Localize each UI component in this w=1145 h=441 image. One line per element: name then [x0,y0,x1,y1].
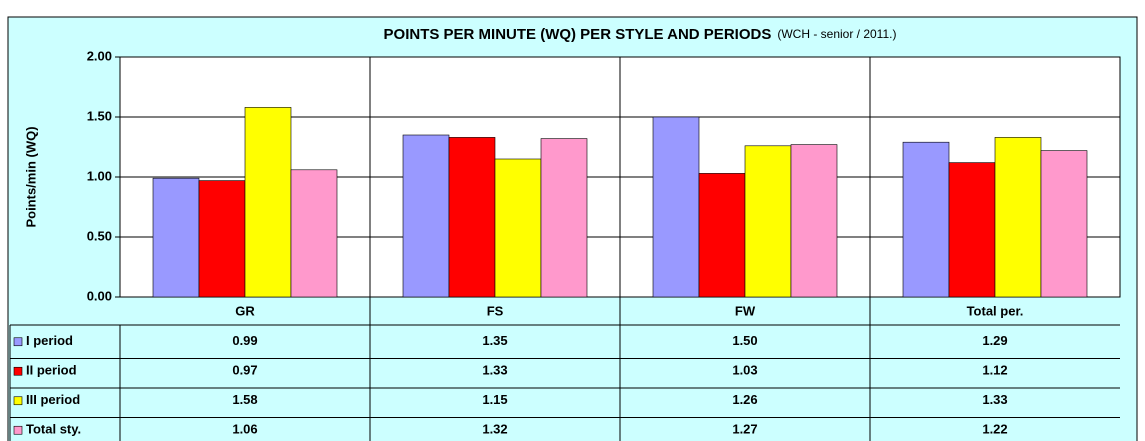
data-label: 0.97 [232,363,257,378]
bar [948,162,996,298]
data-label: 1.26 [732,392,757,407]
bar [448,137,496,298]
x-tick-label: GR [235,303,255,318]
data-label: 1.33 [982,392,1007,407]
bar [290,169,338,298]
data-label: 1.29 [982,333,1007,348]
y-tick-label: 1.50 [87,108,112,123]
chart-title: POINTS PER MINUTE (WQ) PER STYLE AND PER… [384,26,772,43]
x-tick-label: FS [487,303,504,318]
bar [652,116,700,298]
legend-key [13,337,23,347]
legend-key [13,366,23,376]
y-tick-label: 2.00 [87,48,112,63]
bar [902,141,950,298]
bar [494,158,542,298]
y-axis-label: Points/min (WQ) [23,126,38,227]
bar [1040,150,1088,298]
bar [152,177,200,298]
bar [198,180,246,298]
x-tick-label: Total per. [967,303,1024,318]
legend-key [13,396,23,406]
bar [540,138,588,298]
bar [744,145,792,298]
x-tick-label: FW [735,303,756,318]
legend-label: Total sty. [26,422,81,437]
chart-subtitle: (WCH - senior / 2011.) [777,27,896,41]
bar [244,107,292,298]
data-label: 1.22 [982,422,1007,437]
legend-key [13,425,23,435]
data-label: 0.99 [232,333,257,348]
data-label: 1.06 [232,422,257,437]
data-label: 1.15 [482,392,507,407]
y-tick-label: 1.00 [87,168,112,183]
chart-title-group: POINTS PER MINUTE (WQ) PER STYLE AND PER… [384,26,897,43]
bar [994,137,1042,298]
data-label: 1.27 [732,422,757,437]
data-label: 1.12 [982,363,1007,378]
data-label: 1.32 [482,422,507,437]
data-label: 1.58 [232,392,257,407]
bar [698,173,746,298]
y-tick-label: 0.50 [87,228,112,243]
data-label: 1.35 [482,333,507,348]
data-label: 1.50 [732,333,757,348]
y-tick-label: 0.00 [87,288,112,303]
legend-label: III period [26,392,80,407]
bar [790,144,838,298]
legend-label: I period [26,333,73,348]
legend-label: II period [26,363,77,378]
data-label: 1.03 [732,363,757,378]
data-label: 1.33 [482,363,507,378]
bar [402,134,450,298]
